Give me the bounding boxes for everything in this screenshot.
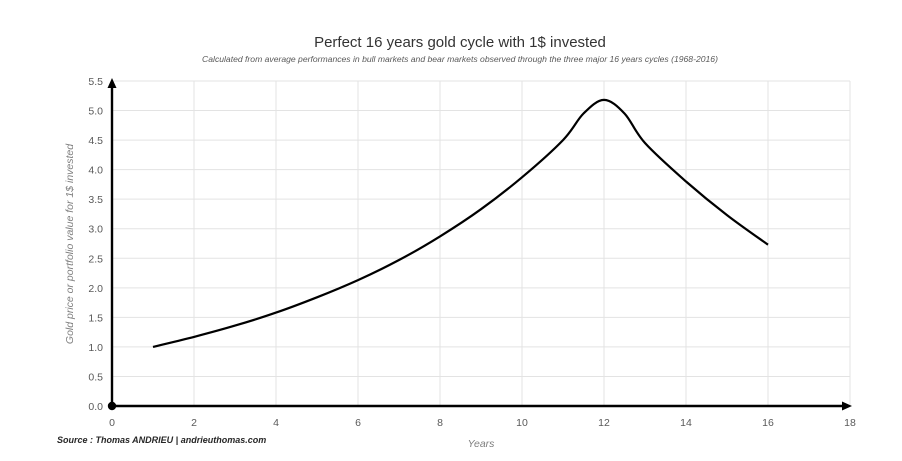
series-group xyxy=(152,98,769,348)
y-axis-label: Gold price or portfolio value for 1$ inv… xyxy=(64,143,76,344)
y-tick-label: 1.0 xyxy=(88,342,103,354)
source-note: Source : Thomas ANDRIEU | andrieuthomas.… xyxy=(57,435,266,445)
y-tick-label: 4.0 xyxy=(88,165,103,177)
x-tick-label: 10 xyxy=(516,417,528,429)
grid xyxy=(112,80,851,406)
y-tick-label: 5.0 xyxy=(88,106,103,118)
axes xyxy=(107,78,852,411)
chart-title: Perfect 16 years gold cycle with 1$ inve… xyxy=(314,34,606,51)
y-tick-label: 1.5 xyxy=(88,312,103,324)
x-tick-label: 12 xyxy=(598,417,610,429)
x-tick-label: 8 xyxy=(437,417,443,429)
y-tick-label: 5.5 xyxy=(88,76,103,88)
x-tick-label: 14 xyxy=(680,417,692,429)
y-tick-label: 3.5 xyxy=(88,194,103,206)
x-tick-label: 2 xyxy=(191,417,197,429)
x-tick-label: 4 xyxy=(273,417,279,429)
x-tick-label: 0 xyxy=(109,417,115,429)
y-tick-label: 2.0 xyxy=(88,283,103,295)
y-tick-label: 0.5 xyxy=(88,371,103,383)
series-line xyxy=(152,98,769,348)
y-tick-label: 0.0 xyxy=(88,401,103,413)
x-axis-arrow-icon xyxy=(842,401,852,411)
chart-subtitle: Calculated from average performances in … xyxy=(202,54,718,64)
y-tick-label: 2.5 xyxy=(88,253,103,265)
origin-dot xyxy=(107,401,117,411)
y-tick-label: 4.5 xyxy=(88,135,103,147)
x-tick-label: 16 xyxy=(762,417,774,429)
x-tick-label: 6 xyxy=(355,417,361,429)
y-axis-arrow-icon xyxy=(107,78,117,88)
x-tick-label: 18 xyxy=(844,417,856,429)
tick-labels: 0.0 0.5 1.0 1.5 2.0 2.5 3.0 3.5 4.0 4.5 5.0 5.5 0 2 4 6… xyxy=(88,76,856,429)
y-tick-label: 3.0 xyxy=(88,224,103,236)
x-axis-label: Years xyxy=(468,438,496,450)
